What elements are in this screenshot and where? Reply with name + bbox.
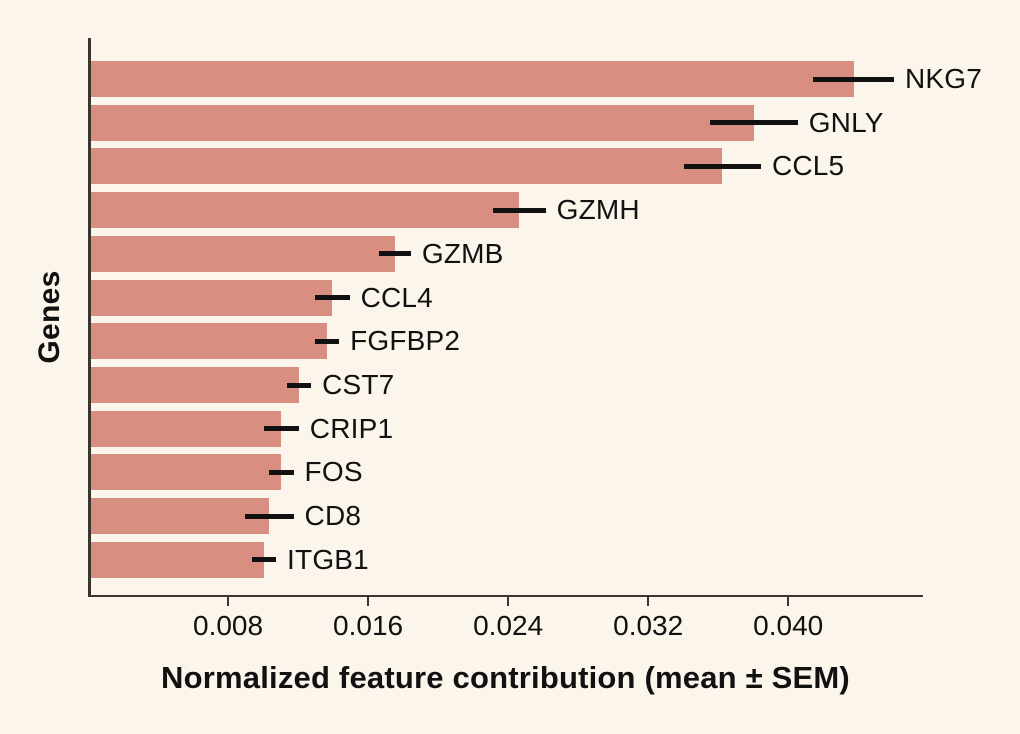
error-bar-ccl4 [314,295,350,301]
x-tick-label-0.032: 0.032 [613,610,684,641]
bar-label-ccl4: CCL4 [360,281,433,313]
x-tick-0.040 [786,597,790,606]
bar-itgb1 [90,541,264,578]
error-bar-crip1 [263,426,299,432]
error-bar-nkg7 [813,76,894,82]
x-tick-0.016 [366,597,370,606]
error-bar-fos [269,469,294,475]
bar-gzmh [90,192,520,229]
bar-label-ccl5: CCL5 [771,150,845,182]
x-tick-0.008 [226,597,230,606]
error-bar-cd8 [244,513,294,519]
error-bar-fgfbp2 [314,338,340,344]
bar-label-gzmh: GZMH [556,194,640,226]
bar-label-itgb1: ITGB1 [287,543,369,575]
x-tick-0.032 [646,597,650,606]
bar-label-fos: FOS [304,456,363,488]
error-bar-ccl5 [683,163,761,169]
bar-label-gnly: GNLY [808,106,884,138]
error-bar-itgb1 [251,557,277,563]
bar-ccl5 [90,148,723,185]
bar-nkg7 [90,61,854,97]
plot-area: NKG7 GNLY CCL5 GZMH GZMB CCL4 FGFBP2 CST7 CRIP1 F… [88,38,982,641]
error-bar-gzmh [493,207,546,213]
error-bar-gzmb [379,251,411,257]
bar-label-cd8: CD8 [304,500,362,532]
y-axis-label: Genes [33,270,66,364]
x-tick-label-0.024: 0.024 [473,610,544,641]
error-bar-gnly [710,120,798,126]
bar-cst7 [90,367,299,404]
x-tick-label-0.040: 0.040 [753,610,824,641]
bar-gnly [90,104,754,141]
bar-label-cst7: CST7 [322,369,395,401]
bar-ccl4 [90,279,333,316]
x-tick-label-0.008: 0.008 [192,610,264,641]
bar-fgfbp2 [90,323,327,360]
bar-label-nkg7: NKG7 [904,63,983,94]
x-axis-label: Normalized feature contribution (mean ± … [161,660,850,695]
bar-label-fgfbp2: FGFBP2 [350,325,461,357]
x-tick-label-0.016: 0.016 [333,610,404,641]
x-axis-line [88,594,923,597]
y-axis-line [88,38,91,597]
bar-fos [90,454,282,491]
x-tick-0.024 [506,597,510,606]
bar-cd8 [90,498,270,535]
error-bar-cst7 [286,382,312,388]
bar-label-crip1: CRIP1 [309,412,394,444]
bar-crip1 [90,410,282,447]
bar-gzmb [90,235,396,272]
bar-label-gzmb: GZMB [421,237,504,269]
